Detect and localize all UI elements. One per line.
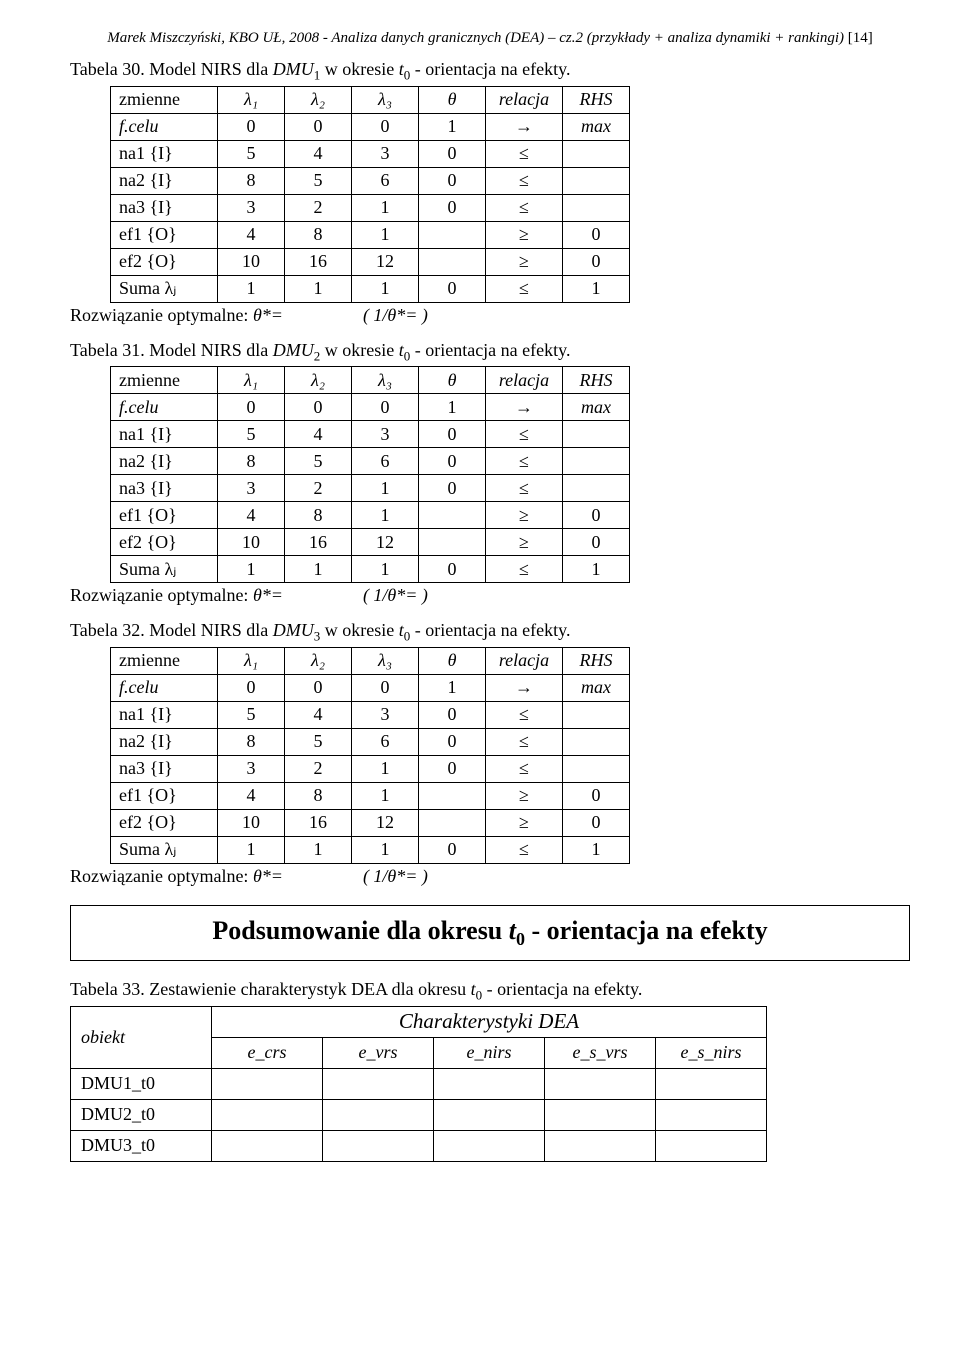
table-row: ef1 {O}481≥0 [111, 782, 630, 809]
table-header-row: zmienne λ₁ λ₂ λ₃ θ relacja RHS [111, 367, 630, 394]
table-row: na2 {I}8560≤ [111, 167, 630, 194]
table-row: na3 {I}3210≤ [111, 755, 630, 782]
summary-row: DMU3_t0 [71, 1130, 767, 1161]
page-header: Marek Miszczyński, KBO UŁ, 2008 - Analiz… [70, 30, 910, 47]
table-header-row: zmienne λ₁ λ₂ λ₃ θ relacja RHS [111, 647, 630, 674]
table-row: ef2 {O}101612≥0 [111, 809, 630, 836]
page-number: [14] [848, 30, 873, 46]
section-box: Podsumowanie dla okresu t0 - orientacja … [70, 905, 910, 961]
table-row: f.celu0001→max [111, 113, 630, 140]
solution-line-31: Rozwiązanie optymalne: θ*=( 1/θ*= ) [70, 585, 910, 606]
summary-header-row-1: obiekt Charakterystyki DEA [71, 1006, 767, 1037]
table31: zmienne λ₁ λ₂ λ₃ θ relacja RHS f.celu000… [110, 366, 630, 583]
table-row: Suma λⱼ1110≤1 [111, 275, 630, 302]
table33: obiekt Charakterystyki DEA e_crs e_vrs e… [70, 1006, 767, 1162]
table-row: na3 {I}3210≤ [111, 475, 630, 502]
table31-caption: Tabela 31. Model NIRS dla DMU2 w okresie… [70, 340, 910, 365]
table-row: na1 {I}5430≤ [111, 140, 630, 167]
table-row: Suma λⱼ1110≤1 [111, 836, 630, 863]
table-row: ef2 {O}101612≥0 [111, 529, 630, 556]
table-row: na2 {I}8560≤ [111, 448, 630, 475]
section-title: Podsumowanie dla okresu t0 - orientacja … [79, 916, 901, 950]
summary-row: DMU1_t0 [71, 1068, 767, 1099]
table32-caption: Tabela 32. Model NIRS dla DMU3 w okresie… [70, 620, 910, 645]
solution-line-32: Rozwiązanie optymalne: θ*=( 1/θ*= ) [70, 866, 910, 887]
header-text: Marek Miszczyński, KBO UŁ, 2008 - Analiz… [107, 30, 844, 46]
solution-line-30: Rozwiązanie optymalne: θ*=( 1/θ*= ) [70, 305, 910, 326]
table33-caption: Tabela 33. Zestawienie charakterystyk DE… [70, 979, 910, 1004]
table30-caption: Tabela 30. Model NIRS dla DMU1 w okresie… [70, 59, 910, 84]
table-row: f.celu0001→max [111, 674, 630, 701]
table-row: ef1 {O}481≥0 [111, 221, 630, 248]
table-row: na1 {I}5430≤ [111, 421, 630, 448]
table-row: Suma λⱼ1110≤1 [111, 556, 630, 583]
table30: zmienne λ₁ λ₂ λ₃ θ relacja RHS f.celu000… [110, 86, 630, 303]
table-row: na3 {I}3210≤ [111, 194, 630, 221]
table-row: na1 {I}5430≤ [111, 701, 630, 728]
table-row: na2 {I}8560≤ [111, 728, 630, 755]
table-row: ef2 {O}101612≥0 [111, 248, 630, 275]
table-header-row: zmienne λ₁ λ₂ λ₃ θ relacja RHS [111, 86, 630, 113]
table-row: ef1 {O}481≥0 [111, 502, 630, 529]
table-row: f.celu0001→max [111, 394, 630, 421]
table32: zmienne λ₁ λ₂ λ₃ θ relacja RHS f.celu000… [110, 647, 630, 864]
summary-row: DMU2_t0 [71, 1099, 767, 1130]
